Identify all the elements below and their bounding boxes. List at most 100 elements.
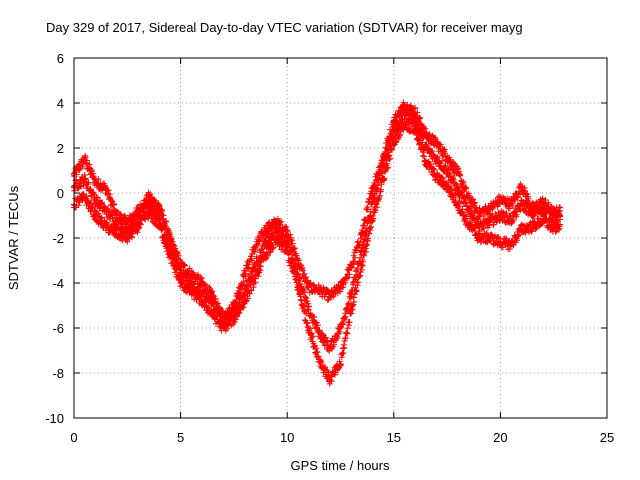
data-point (158, 225, 165, 232)
x-axis-label: GPS time / hours (291, 458, 390, 473)
data-point (337, 325, 344, 331)
data-point (409, 120, 416, 127)
data-point (417, 137, 424, 144)
data-point (283, 224, 290, 231)
data-point (284, 237, 291, 244)
data-point (294, 284, 301, 291)
data-point (297, 274, 303, 281)
data-point (346, 271, 353, 278)
data-point (471, 199, 478, 206)
data-point (381, 175, 388, 182)
data-point (518, 201, 525, 208)
data-point (245, 295, 251, 302)
y-tick-label: -6 (52, 321, 64, 336)
data-point (459, 206, 466, 213)
data-point (197, 274, 204, 281)
data-point (486, 235, 493, 241)
data-point (270, 244, 277, 251)
data-point (86, 161, 93, 168)
data-point (465, 221, 472, 228)
data-point (369, 217, 376, 223)
data-point (316, 286, 323, 293)
data-point (518, 183, 525, 190)
data-point (196, 284, 203, 291)
data-point (350, 301, 357, 308)
data-point (336, 328, 343, 335)
data-point (344, 330, 351, 337)
data-point (420, 134, 427, 141)
data-point (286, 241, 293, 247)
data-point (557, 221, 564, 228)
data-point (262, 226, 269, 232)
data-point (301, 309, 308, 315)
y-tick-label: -10 (45, 411, 64, 426)
data-point (311, 342, 318, 349)
data-point (483, 230, 490, 236)
data-point (411, 110, 418, 117)
y-tick-label: -8 (52, 366, 64, 381)
data-point (337, 361, 344, 367)
data-point (454, 169, 461, 176)
data-point (497, 212, 504, 219)
x-tick-label: 20 (493, 430, 507, 445)
data-point (429, 148, 436, 154)
data-point (324, 297, 331, 304)
data-point (357, 239, 364, 246)
data-point (262, 250, 269, 257)
data-point (465, 205, 472, 212)
data-point (308, 330, 315, 337)
data-point (403, 105, 410, 112)
data-point (89, 190, 96, 197)
y-axis-label: SDTVAR / TECUs (6, 185, 21, 290)
data-point (241, 271, 248, 277)
data-point (529, 223, 536, 230)
data-point (230, 316, 237, 322)
data-point (124, 226, 131, 232)
data-point (92, 212, 99, 219)
data-point (514, 237, 520, 244)
data-point (181, 262, 188, 269)
data-point (384, 164, 391, 171)
data-point (495, 201, 502, 208)
data-point (103, 223, 109, 230)
data-point (267, 248, 274, 255)
data-point (351, 258, 358, 265)
x-tick-label: 5 (177, 430, 184, 445)
data-point (508, 241, 515, 248)
data-point (117, 227, 124, 234)
data-point (284, 248, 291, 255)
data-point (278, 218, 285, 225)
data-point (480, 212, 487, 219)
data-point (421, 153, 428, 160)
data-point (380, 176, 387, 183)
data-point (111, 201, 118, 207)
data-point (352, 291, 358, 298)
data-point (81, 194, 88, 201)
series-track-c (71, 116, 564, 387)
data-point (474, 216, 481, 223)
data-point (348, 264, 355, 271)
data-point (518, 226, 525, 232)
data-point (437, 141, 444, 148)
data-point (340, 350, 347, 356)
y-tick-label: 4 (57, 96, 64, 111)
data-point (277, 221, 284, 228)
data-point (341, 344, 348, 351)
data-point (103, 185, 109, 192)
series-track-b (71, 105, 564, 354)
data-point (166, 253, 173, 259)
data-point (417, 115, 424, 122)
data-point (103, 208, 109, 214)
data-point (358, 235, 364, 242)
data-point (444, 183, 451, 190)
data-point (252, 275, 259, 282)
data-point (460, 212, 467, 219)
data-point (220, 325, 227, 331)
data-point (497, 239, 504, 246)
data-point (95, 176, 102, 183)
data-point (367, 227, 374, 233)
data-point (497, 196, 504, 203)
data-point (284, 228, 291, 235)
data-point (114, 226, 121, 233)
data-point (220, 313, 227, 320)
